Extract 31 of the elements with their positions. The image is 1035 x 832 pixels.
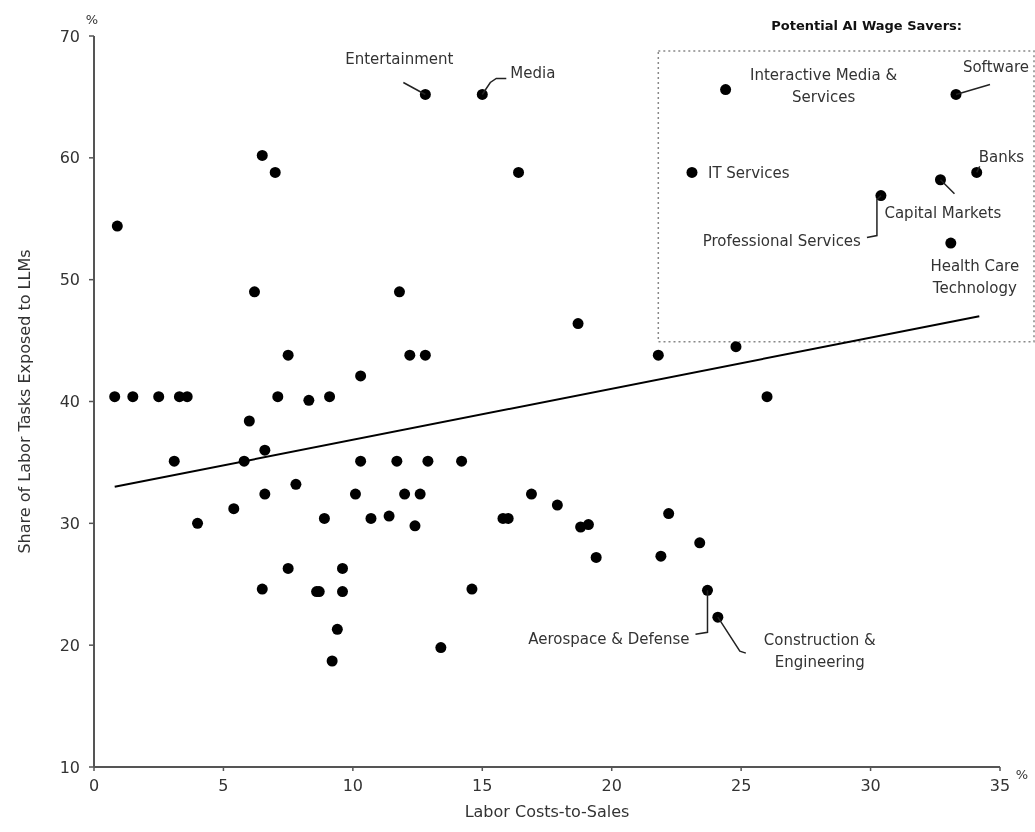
x-tick-label: 25 xyxy=(730,776,752,795)
annotation: Construction & Engineering xyxy=(763,631,877,672)
y-tick-label: 10 xyxy=(59,757,80,777)
y-tick-label: 40 xyxy=(59,392,80,412)
x-tick-label: 5 xyxy=(218,776,229,795)
x-tick-label: 15 xyxy=(472,776,493,795)
text: Potential AI Wage Savers: xyxy=(771,18,962,33)
annotation: Media xyxy=(510,64,556,83)
y-tick-label: 70 xyxy=(59,26,80,46)
text: % xyxy=(1015,767,1029,782)
y-tick-label: 50 xyxy=(59,270,80,290)
x-tick-label: 0 xyxy=(88,776,100,795)
annotation: Entertainment xyxy=(345,50,454,69)
annotation: Banks xyxy=(978,148,1025,167)
annotation: Aerospace & Defense xyxy=(528,630,690,649)
y-tick-label: 30 xyxy=(59,513,80,533)
x-tick-label: 30 xyxy=(860,776,881,795)
annotation: Health Care Technology xyxy=(930,257,1020,298)
y-tick-label: 20 xyxy=(59,635,80,655)
y-tick-label: 60 xyxy=(59,148,80,168)
annotation: Software xyxy=(962,58,1030,77)
annotation: Interactive Media & Services xyxy=(750,65,898,106)
x-tick-label: 10 xyxy=(342,776,364,795)
x-axis-title: Labor Costs-to-Sales xyxy=(464,802,630,821)
x-tick-label: 35 xyxy=(989,776,1011,795)
annotation: Capital Markets xyxy=(884,203,1002,222)
y-axis-title: Share of Labor Tasks Exposed to LLMs xyxy=(15,249,34,554)
x-tick-label: 20 xyxy=(601,776,622,795)
text: % xyxy=(85,12,99,27)
annotation: IT Services xyxy=(707,164,790,183)
annotation: Professional Services xyxy=(702,231,862,250)
